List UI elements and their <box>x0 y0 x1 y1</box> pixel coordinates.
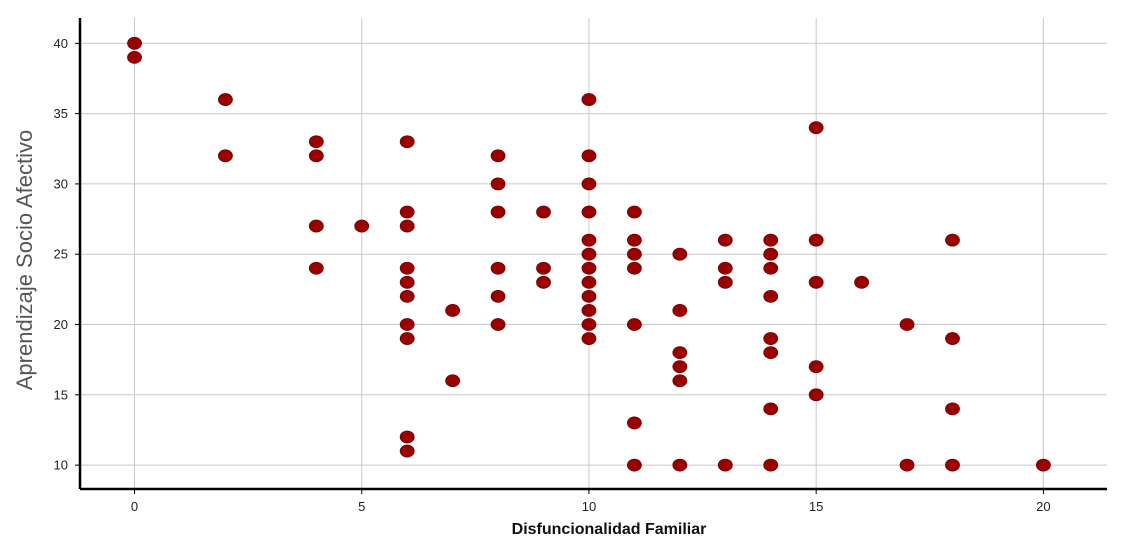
data-point <box>626 205 642 219</box>
data-point <box>899 458 915 472</box>
data-point <box>626 261 642 275</box>
data-point <box>536 275 551 289</box>
y-tick-label: 40 <box>54 36 68 51</box>
data-point <box>218 149 233 163</box>
data-point <box>808 360 824 374</box>
data-point <box>399 430 415 444</box>
data-point <box>945 233 960 247</box>
data-point <box>536 205 551 219</box>
y-tick-label: 10 <box>54 458 68 473</box>
data-point <box>399 135 415 149</box>
data-point <box>581 332 597 345</box>
data-point <box>308 149 324 163</box>
data-point <box>808 233 824 247</box>
data-point <box>536 261 551 275</box>
data-point <box>581 233 597 247</box>
data-point <box>581 275 597 289</box>
data-point <box>490 289 506 303</box>
data-point <box>717 275 733 289</box>
data-point <box>763 458 779 472</box>
data-point <box>399 205 415 219</box>
data-point <box>308 135 324 149</box>
point-layer <box>127 36 1051 472</box>
data-point <box>672 360 688 374</box>
y-tick-label: 30 <box>54 176 68 191</box>
x-tick-label: 5 <box>358 499 365 514</box>
data-point <box>308 261 324 275</box>
x-tick-label: 0 <box>131 499 138 514</box>
data-point <box>581 149 597 163</box>
data-point <box>626 458 642 472</box>
y-tick-label: 25 <box>54 247 68 262</box>
data-point <box>490 261 506 275</box>
data-point <box>399 275 415 289</box>
data-point <box>763 402 779 416</box>
data-point <box>945 402 960 416</box>
data-point <box>218 93 233 106</box>
data-point <box>354 219 370 233</box>
data-point <box>308 219 324 233</box>
y-axis-title: Aprendizaje Socio Afectivo <box>12 130 37 391</box>
data-point <box>581 289 597 303</box>
data-point <box>763 247 779 261</box>
data-point <box>672 374 688 388</box>
data-point <box>490 318 506 331</box>
data-point <box>581 304 597 317</box>
data-point <box>672 247 688 261</box>
data-point <box>763 346 779 360</box>
x-tick-label: 20 <box>1036 499 1050 514</box>
x-axis-title: Disfuncionalidad Familiar <box>512 521 707 538</box>
data-point <box>763 233 779 247</box>
data-point <box>399 219 415 233</box>
data-point <box>808 121 824 135</box>
data-point <box>672 346 688 360</box>
data-point <box>581 318 597 331</box>
data-point <box>490 149 506 163</box>
data-point <box>717 261 733 275</box>
data-point <box>763 332 779 345</box>
data-point <box>899 318 915 331</box>
y-tick-label: 20 <box>54 317 68 332</box>
data-point <box>763 261 779 275</box>
data-point <box>1035 458 1051 472</box>
data-point <box>581 205 597 219</box>
x-tick-label: 10 <box>582 499 596 514</box>
data-point <box>127 36 142 50</box>
data-point <box>445 304 461 317</box>
data-point <box>626 416 642 430</box>
data-point <box>626 233 642 247</box>
data-point <box>945 332 960 345</box>
data-point <box>672 304 688 317</box>
data-point <box>445 374 461 388</box>
data-point <box>626 247 642 261</box>
axis-layer: 0 5 10 15 20 10 15 20 25 30 35 40 <box>54 18 1107 514</box>
data-point <box>581 261 597 275</box>
y-tick-label: 15 <box>54 387 68 402</box>
data-point <box>127 50 142 64</box>
data-point <box>399 261 415 275</box>
data-point <box>581 93 597 106</box>
data-point <box>717 233 733 247</box>
data-point <box>399 289 415 303</box>
data-point <box>490 177 506 191</box>
data-point <box>399 332 415 345</box>
data-point <box>854 275 870 289</box>
data-point <box>399 444 415 458</box>
data-point <box>672 458 688 472</box>
data-point <box>763 289 779 303</box>
data-point <box>399 318 415 331</box>
y-tick-label: 35 <box>54 106 68 121</box>
data-point <box>581 247 597 261</box>
data-point <box>808 275 824 289</box>
data-point <box>581 177 597 191</box>
data-point <box>490 205 506 219</box>
data-point <box>626 318 642 331</box>
data-point <box>717 458 733 472</box>
x-tick-label: 15 <box>809 499 823 514</box>
data-point <box>945 458 960 472</box>
data-point <box>808 388 824 402</box>
